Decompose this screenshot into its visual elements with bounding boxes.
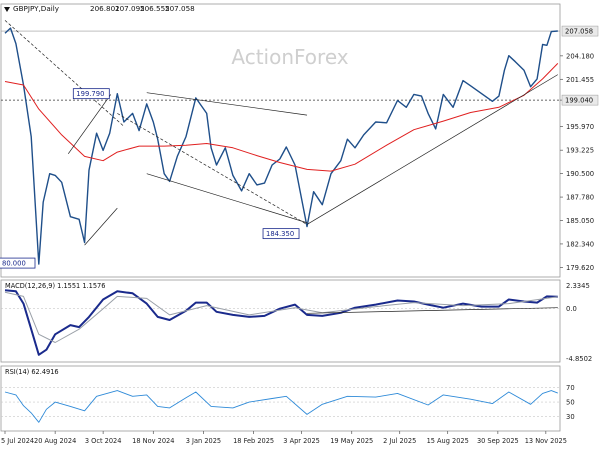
price-tick-label: 179.620	[566, 264, 594, 272]
x-tick-label: 3 Oct 2024	[85, 437, 122, 445]
series-layer	[4, 27, 559, 423]
x-tick-label: 19 May 2025	[330, 437, 373, 445]
rsi-tick-label: 70	[566, 384, 575, 392]
rsi-tick-label: 50	[566, 399, 575, 407]
triangle-down-icon	[4, 7, 10, 12]
ohlc-close: 207.058	[165, 4, 195, 13]
annotation-label: 80.000	[2, 260, 26, 268]
price-trendline-3	[84, 207, 118, 246]
macd-tick-label: -4.8502	[566, 355, 592, 363]
price-trendline-7	[306, 74, 558, 225]
annotation-label: 199.790	[76, 90, 104, 98]
macd-value-tag: 2.3345	[566, 282, 590, 290]
price-tick-label: 193.225	[566, 147, 594, 155]
annotation-box	[0, 257, 36, 269]
price-tick-label: 182.340	[566, 240, 594, 248]
level-price-tag	[561, 94, 599, 106]
price-trendline-6	[117, 113, 308, 225]
x-tick-label: 18 Nov 2024	[132, 437, 174, 445]
x-tick-label: 2 Jul 2025	[383, 437, 416, 445]
price-panel-frame	[0, 3, 561, 278]
x-tick-label: 15 Aug 2025	[427, 437, 469, 445]
symbol-label: GBPJPY,Daily	[13, 4, 60, 13]
current-price-tag	[561, 25, 599, 37]
label-layer: 199.790 184.350 80.000	[0, 88, 300, 269]
rsi-label: RSI(14) 62.4916	[5, 368, 59, 376]
x-tick-label: 13 Nov 2025	[525, 437, 567, 445]
macd-panel-frame	[0, 279, 561, 363]
grid-layer	[1, 30, 560, 417]
x-tick-label: 18 Feb 2025	[233, 437, 274, 445]
price-tick-label: 185.050	[566, 217, 594, 225]
rsi-panel-frame	[0, 365, 561, 432]
level-price-tag-text: 199.040	[565, 97, 593, 105]
price-series-line	[4, 27, 558, 265]
price-tick-label: 195.970	[566, 123, 594, 131]
price-trendline-5	[146, 173, 308, 224]
price-trendline-1	[4, 20, 125, 127]
macd-line	[4, 289, 558, 356]
rsi-line	[4, 390, 558, 423]
price-tick-label: 201.455	[566, 76, 594, 84]
signal-line	[4, 291, 558, 343]
ohlc-high: 207.095	[115, 4, 145, 13]
price-tick-label: 204.180	[566, 52, 594, 60]
annotation-box	[262, 228, 300, 240]
price-tick-label: 190.500	[566, 170, 594, 178]
symbol-header: GBPJPY,Daily 206.801 207.095 206.555 207…	[4, 4, 195, 13]
current-price-tag-text: 207.058	[565, 28, 593, 36]
x-tick-label: 30 Sep 2025	[477, 437, 519, 445]
x-tick-label: 20 Aug 2024	[34, 437, 76, 445]
watermark: ActionForex	[231, 45, 348, 69]
annotation-label: 184.350	[266, 230, 294, 238]
macd-label: MACD(12,26,9) 1.1551 1.1576	[5, 282, 105, 290]
x-tick-label: 5 Jul 2024	[1, 437, 34, 445]
price-trendline-2	[67, 94, 112, 155]
price-tick-label: 187.780	[566, 194, 594, 202]
panel-borders	[0, 3, 561, 432]
x-tick-label: 3 Jan 2025	[186, 437, 221, 445]
axis-layer: 204.180 201.455 199.040 195.970 193.225 190.5…	[1, 25, 599, 445]
annotation-box	[72, 88, 110, 100]
x-tick-label: 3 Apr 2025	[283, 437, 320, 445]
moving-average-line	[4, 63, 559, 172]
price-trendline-4	[146, 92, 308, 116]
macd-tick-label: 0.0	[566, 305, 577, 313]
ohlc-open: 206.801	[90, 4, 120, 13]
trendline-layer	[4, 20, 558, 314]
macd-trendline-1	[307, 307, 558, 314]
rsi-tick-label: 30	[566, 413, 575, 421]
ohlc-low: 206.555	[140, 4, 170, 13]
